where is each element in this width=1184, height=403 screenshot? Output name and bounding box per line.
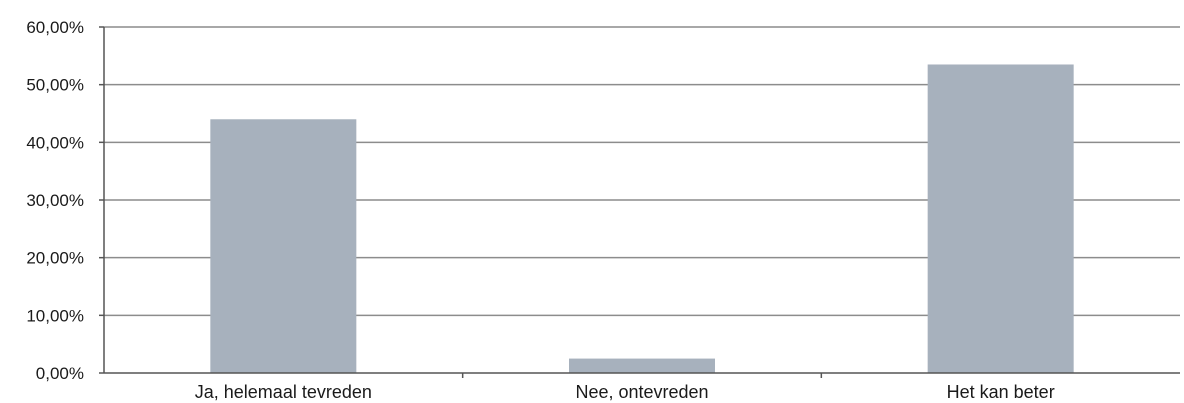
y-tick-label: 40,00% <box>26 133 84 152</box>
y-tick-label: 50,00% <box>26 76 84 95</box>
x-category-label: Het kan beter <box>947 382 1055 402</box>
bar <box>569 358 715 373</box>
y-tick-label: 60,00% <box>26 18 84 37</box>
y-tick-label: 30,00% <box>26 191 84 210</box>
x-category-label: Ja, helemaal tevreden <box>195 382 372 402</box>
y-tick-label: 0,00% <box>36 364 84 383</box>
x-category-label: Nee, ontevreden <box>575 382 708 402</box>
axes <box>99 26 1180 378</box>
y-tick-label: 20,00% <box>26 249 84 268</box>
bars <box>210 64 1074 374</box>
bar <box>210 119 357 374</box>
x-axis-category-labels: Ja, helemaal tevreden Nee, ontevreden Het … <box>195 382 1055 402</box>
y-tick-label: 10,00% <box>26 306 84 325</box>
bar <box>927 64 1074 373</box>
y-axis-tick-labels: 0,00% 10,00% 20,00% 30,00% 40,00% 50,00% 60,00… <box>26 18 84 383</box>
